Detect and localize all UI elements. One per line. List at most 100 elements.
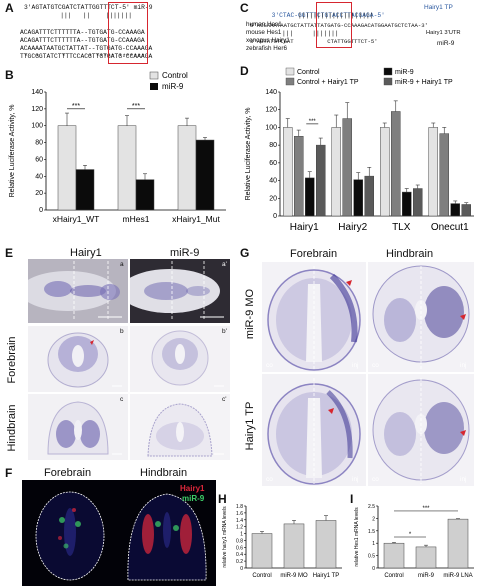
y-tick-label: 120 (31, 106, 43, 113)
y-tick-label: 0 (273, 213, 277, 220)
y-tick-label: 0.8 (236, 538, 243, 544)
x-tick-label: xHairy1_Mut (172, 214, 220, 224)
panel-e-label: E (5, 246, 14, 260)
panel-h-label: H (218, 492, 227, 506)
panel-g-col1: Forebrain (290, 248, 338, 260)
panel-a-match: ||| || ||||||| (30, 12, 133, 19)
bar (75, 169, 95, 211)
tp-fb-co: co (266, 476, 273, 483)
bar (383, 542, 405, 569)
tp-hb-co: co (372, 476, 379, 483)
y-tick-label: 1 (372, 541, 375, 547)
panel-f-col2: Hindbrain (140, 467, 188, 479)
bar (415, 546, 437, 569)
bar (428, 127, 438, 217)
y-tick-label: 0 (240, 566, 243, 572)
y-tick-label: 1.5 (368, 529, 375, 535)
panel-c-utr: 5'ACGAAATAATGCTATTATTATGATG-CCAAAGACATGG… (250, 22, 428, 29)
bar (391, 111, 401, 217)
legend-entry: miR-9 + Hairy1 TP (395, 79, 453, 86)
sub-b-prime: b' (222, 328, 227, 335)
mo-hb-co: co (372, 362, 379, 369)
mo-fb-inj: inj (352, 362, 359, 369)
mir9-hindbrain-section (130, 394, 230, 460)
sig-marker: * (409, 532, 412, 538)
tp-hb-inj: inj (460, 476, 467, 483)
y-tick-label: 140 (265, 89, 277, 96)
y-tick-label: 1 (240, 532, 243, 538)
panel-c-label: C (240, 1, 249, 15)
bar (450, 203, 460, 217)
x-tick-label: Hairy1 (290, 222, 319, 233)
hairy1-hindbrain-section (28, 394, 128, 460)
y-tick-label: 120 (265, 107, 277, 114)
x-tick-label: miR-9 MO (280, 573, 308, 579)
sub-c-prime: c' (222, 396, 227, 403)
row-mo-label: miR-9 MO (244, 288, 256, 340)
mo-fb-co: co (266, 362, 273, 369)
legend-swatch (383, 67, 393, 76)
legend-entry: miR-9 (395, 69, 414, 76)
panel-f-label: F (5, 466, 13, 480)
x-tick-label: miR-9 LNA (443, 573, 472, 579)
panel-c-tp-name: Hairy1 TP (424, 4, 453, 11)
sub-a-prime: a' (222, 261, 227, 268)
panel-c-mir9: 3'AGTATGTCGAT CTATTGGTTTCT-5' (250, 38, 378, 45)
hairy1-forebrain-section (28, 326, 128, 392)
y-tick-label: 1.2 (236, 525, 243, 531)
legend-entry: Control (297, 69, 320, 76)
y-axis-label: Relative Luciferase Activity, % (9, 105, 16, 198)
panel-e-col1: Hairy1 (70, 247, 102, 259)
legend-swatch (383, 77, 393, 86)
y-tick-label: 1.4 (236, 518, 243, 524)
mo-hb-inj: inj (460, 362, 467, 369)
bar (283, 127, 293, 217)
x-tick-label: miR-9 (418, 573, 435, 579)
row-forebrain-label: Forebrain (6, 336, 18, 384)
legend-swatch (285, 67, 295, 76)
legend-mir9: miR-9 (182, 494, 205, 503)
mo-forebrain (262, 262, 366, 372)
y-tick-label: 60 (35, 156, 43, 163)
hairy1-whole-embryo (28, 259, 128, 323)
chart-h: 00.20.40.60.811.21.41.61.8 relative hairy… (222, 504, 342, 579)
x-tick-label: mHes1 (123, 214, 150, 224)
bar (294, 136, 304, 217)
y-tick-label: 20 (35, 190, 43, 197)
panel-c-mir9-name: miR-9 (437, 40, 455, 47)
panel-b-label: B (5, 68, 14, 82)
bar (283, 523, 305, 569)
bar (57, 125, 77, 211)
panel-c-tp: 3'CTAC-GGTTTCTGTACCTTACGAGA-5' (271, 11, 385, 19)
legend-hairy1: Hairy1 (180, 484, 205, 493)
bar (177, 125, 197, 211)
tp-hindbrain (368, 374, 474, 486)
mo-hindbrain (368, 262, 474, 372)
y-tick-label: 0.4 (236, 552, 243, 558)
x-tick-label: TLX (392, 222, 411, 233)
panel-i-label: I (350, 492, 354, 506)
tp-fb-inj: inj (352, 476, 359, 483)
bar (331, 127, 341, 217)
bar (447, 518, 469, 569)
chart-d: 0 20 40 60 80 100 120 140 Relative Luciferase Ac… (245, 67, 474, 233)
chart-i: 0 0.5 1 1.5 2 2.5 relative Hes1 mRNA levels Con… (354, 504, 474, 579)
x-tick-label: Hairy2 (338, 222, 367, 233)
panel-d-label: D (240, 64, 249, 78)
legend-swatch-control (149, 71, 159, 80)
mir9-whole-embryo (130, 259, 230, 323)
bar (413, 188, 423, 217)
y-tick-label: 0.2 (236, 559, 243, 565)
y-tick-label: 80 (269, 142, 277, 149)
sig-marker: *** (132, 103, 140, 110)
row-hindbrain-label: Hindbrain (6, 404, 18, 452)
bar (439, 133, 449, 217)
panel-a-rows: ACAGATTTCTTTTTTA--TGTGATG-CCAAAGA human H… (20, 21, 290, 61)
sub-a: a (120, 261, 124, 268)
bar (402, 191, 412, 217)
legend-swatch-mir9 (150, 83, 158, 90)
y-tick-label: 1.6 (236, 511, 243, 517)
sub-c: c (120, 396, 124, 403)
sig-marker: *** (309, 119, 317, 125)
x-tick-label: Control (384, 573, 403, 579)
